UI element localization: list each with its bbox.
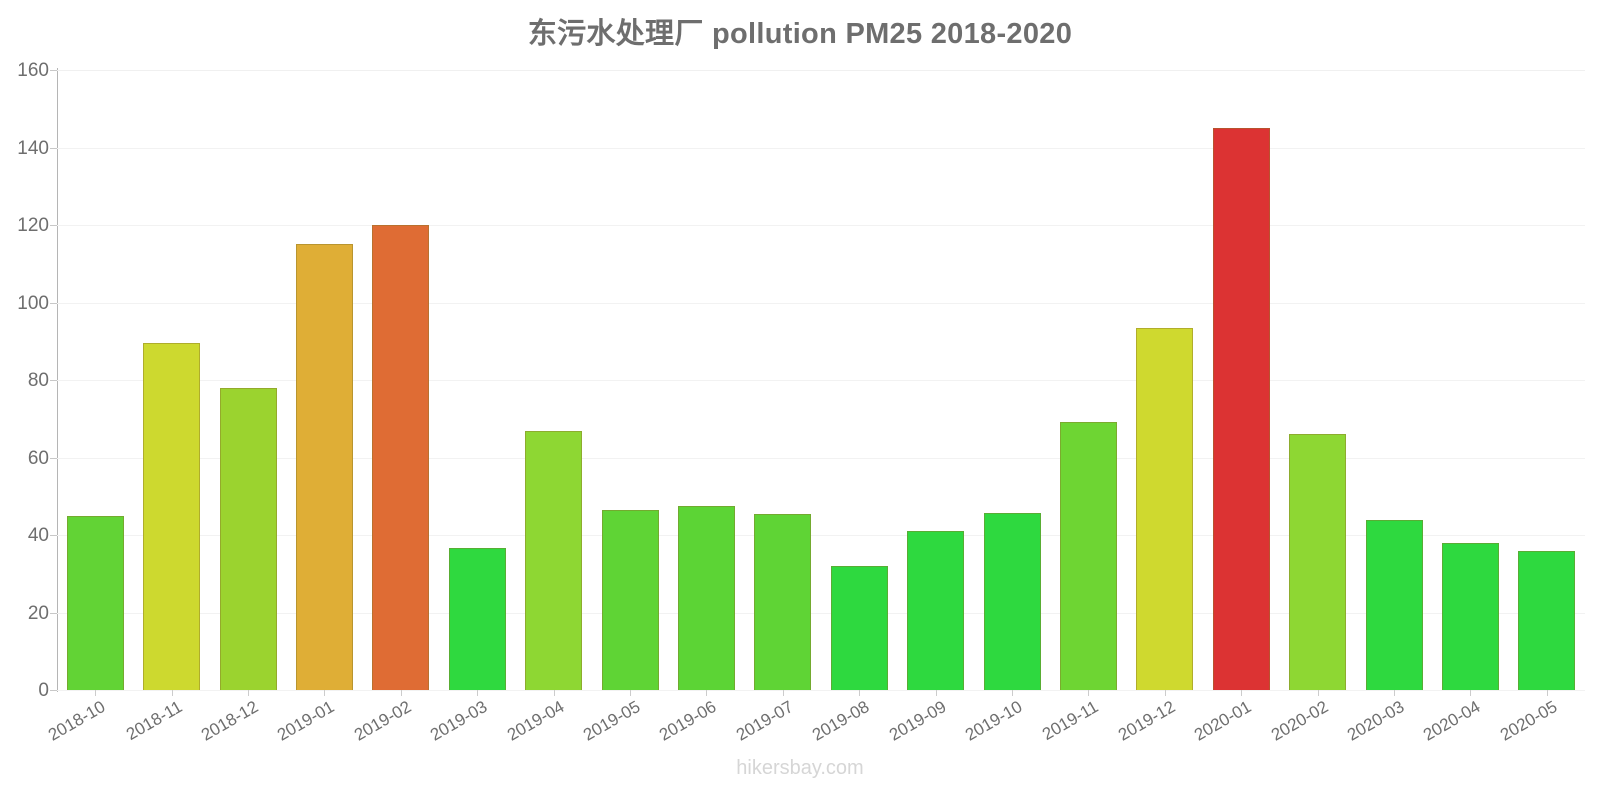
gridline bbox=[57, 690, 1585, 691]
bar[interactable] bbox=[525, 431, 583, 690]
bar[interactable] bbox=[1212, 128, 1270, 690]
x-axis-tick-label: 2019-11 bbox=[1039, 697, 1102, 745]
y-axis-tick-mark bbox=[50, 70, 57, 71]
bar[interactable] bbox=[601, 510, 659, 690]
y-axis-tick-label: 100 bbox=[17, 292, 49, 314]
x-axis-tick-mark bbox=[1012, 690, 1013, 696]
y-axis-tick-label: 140 bbox=[17, 137, 49, 159]
y-axis-tick-label: 160 bbox=[17, 60, 49, 81]
bar[interactable] bbox=[754, 514, 812, 690]
bar[interactable] bbox=[677, 505, 735, 690]
bar[interactable] bbox=[448, 548, 506, 690]
gridline bbox=[57, 147, 1585, 149]
gridline bbox=[57, 457, 1585, 459]
bar[interactable] bbox=[830, 565, 888, 690]
x-axis-tick-mark bbox=[706, 690, 708, 696]
y-axis-tick-mark bbox=[50, 225, 57, 226]
x-axis-tick-label: 2020-01 bbox=[1191, 697, 1255, 745]
x-axis-tick-mark bbox=[171, 690, 173, 696]
x-axis-tick-label: 2018-12 bbox=[197, 697, 262, 745]
x-axis-tick-label: 2020-03 bbox=[1343, 697, 1408, 745]
x-axis-tick-label: 2019-06 bbox=[656, 697, 720, 745]
y-axis-tick-mark bbox=[50, 147, 57, 149]
gridline bbox=[57, 302, 1585, 304]
gridline bbox=[57, 612, 1585, 614]
bar[interactable] bbox=[1136, 328, 1194, 690]
bar[interactable] bbox=[66, 516, 124, 690]
y-axis-tick-label: 120 bbox=[17, 215, 49, 236]
x-axis-tick-mark bbox=[553, 690, 555, 696]
x-axis-tick-label: 2019-05 bbox=[579, 697, 644, 745]
bar[interactable] bbox=[219, 387, 277, 690]
x-axis-tick-mark bbox=[400, 690, 402, 696]
x-axis-tick-mark bbox=[95, 690, 97, 696]
x-axis-tick-mark bbox=[935, 690, 937, 696]
x-axis-tick-mark bbox=[1394, 690, 1395, 696]
bar[interactable] bbox=[907, 531, 965, 690]
y-axis-tick-label: 80 bbox=[27, 370, 49, 391]
x-axis-tick-label: 2019-07 bbox=[732, 697, 797, 745]
y-axis-tick-mark bbox=[50, 612, 57, 614]
x-axis-tick-mark bbox=[1546, 690, 1548, 696]
x-axis-tick-mark bbox=[1470, 690, 1472, 696]
y-axis-tick-mark bbox=[50, 380, 57, 381]
x-axis-tick-label: 2019-04 bbox=[503, 697, 568, 745]
bar[interactable] bbox=[1289, 434, 1347, 690]
bar[interactable] bbox=[983, 512, 1041, 690]
gridline bbox=[57, 225, 1585, 226]
y-axis-tick-mark bbox=[50, 457, 57, 459]
y-axis-tick-mark bbox=[50, 302, 57, 304]
x-axis-tick-label: 2020-05 bbox=[1496, 697, 1561, 745]
y-axis-tick-mark bbox=[50, 535, 57, 536]
x-axis-tick-mark bbox=[248, 690, 249, 696]
y-axis-tick-label: 0 bbox=[38, 680, 49, 701]
x-axis-tick-mark bbox=[1317, 690, 1319, 696]
bar[interactable] bbox=[1518, 551, 1576, 690]
x-axis-tick-label: 2019-02 bbox=[350, 697, 415, 745]
x-axis-tick-label: 2019-08 bbox=[809, 697, 873, 745]
y-axis-tick-label: 60 bbox=[27, 447, 49, 469]
y-axis-tick-mark bbox=[50, 690, 57, 691]
x-axis-tick-mark bbox=[630, 690, 631, 696]
bar[interactable] bbox=[1059, 421, 1117, 690]
x-axis-tick-label: 2019-03 bbox=[427, 697, 491, 745]
gridline bbox=[57, 380, 1585, 381]
y-axis-tick-label: 40 bbox=[27, 525, 49, 546]
x-axis-tick-mark bbox=[859, 690, 861, 696]
footer-watermark: hikersbay.com bbox=[736, 757, 864, 779]
gridline bbox=[57, 535, 1585, 536]
chart-title: 东污水处理厂 pollution PM25 2018-2020 bbox=[527, 18, 1073, 50]
x-axis-tick-mark bbox=[1241, 690, 1243, 696]
y-axis-tick-label: 20 bbox=[27, 602, 49, 624]
x-axis-tick-label: 2018-11 bbox=[122, 697, 186, 745]
x-axis-tick-label: 2020-02 bbox=[1267, 697, 1332, 745]
x-axis-tick-mark bbox=[477, 690, 479, 696]
gridline bbox=[57, 70, 1585, 71]
x-axis-tick-label: 2019-10 bbox=[961, 697, 1026, 745]
bar[interactable] bbox=[372, 225, 430, 690]
x-axis-tick-mark bbox=[1164, 690, 1166, 696]
x-axis-tick-label: 2019-01 bbox=[274, 697, 338, 745]
x-axis-tick-label: 2019-09 bbox=[885, 697, 950, 745]
bar[interactable] bbox=[295, 244, 353, 690]
x-axis-tick-mark bbox=[782, 690, 784, 696]
bar[interactable] bbox=[143, 343, 201, 690]
bar[interactable] bbox=[1365, 520, 1423, 690]
x-axis-tick-mark bbox=[324, 690, 326, 696]
x-axis-tick-label: 2019-12 bbox=[1114, 697, 1179, 745]
plot-area bbox=[57, 70, 1585, 691]
bar[interactable] bbox=[1441, 543, 1499, 690]
x-axis-tick-label: 2020-04 bbox=[1420, 697, 1484, 745]
x-axis-tick-label: 2018-10 bbox=[45, 697, 109, 745]
x-axis-tick-mark bbox=[1088, 690, 1090, 696]
